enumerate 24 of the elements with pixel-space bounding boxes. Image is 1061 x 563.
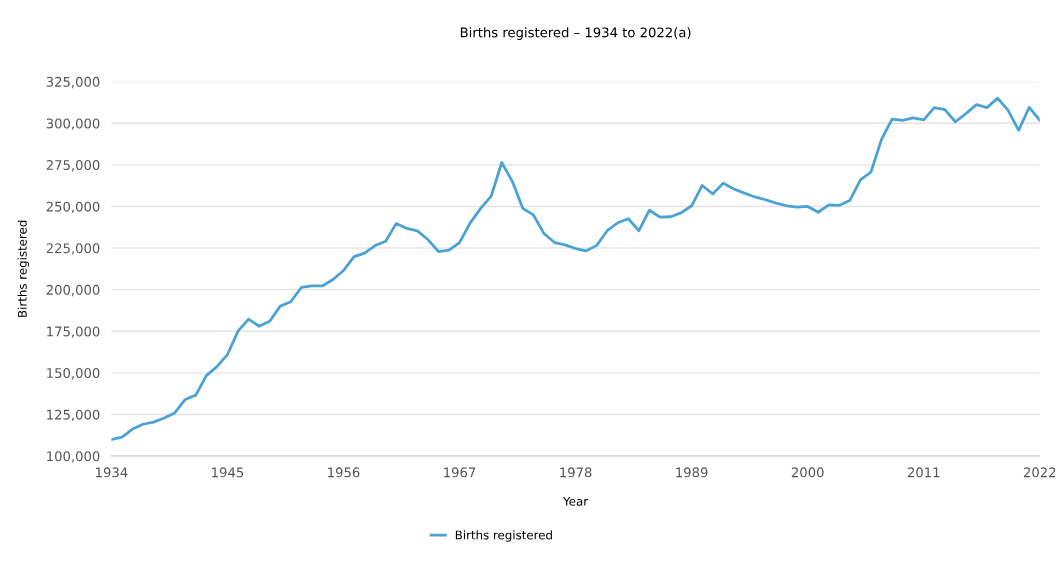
- y-tick-label: 150,000: [47, 368, 100, 380]
- y-tick-label: 200,000: [46, 284, 100, 297]
- y-axis-title: Births registered: [17, 220, 30, 317]
- x-tick-label: 2000: [791, 467, 824, 478]
- x-tick-label: 1967: [444, 467, 476, 478]
- x-tick-label: 1956: [328, 467, 360, 478]
- y-tick-label: 325,000: [46, 76, 100, 89]
- y-tick-label: 250,000: [46, 201, 100, 213]
- x-tick-label: 1945: [212, 467, 244, 478]
- legend-label: Births registered: [455, 530, 552, 542]
- x-tick-label: 2011: [907, 467, 940, 478]
- y-tick-label: 300,000: [46, 118, 100, 130]
- y-tick-label: 225,000: [46, 243, 100, 255]
- y-tick-label: 175,000: [47, 326, 100, 338]
- line-series: [111, 96, 1040, 441]
- x-tick-label: 2022: [1023, 467, 1056, 478]
- y-tick-label: 125,000: [47, 409, 100, 421]
- x-tick-label: 1934: [96, 467, 128, 478]
- x-axis-title: Year: [563, 496, 589, 506]
- x-tick-label: 1989: [676, 467, 708, 478]
- x-tick-label: 1978: [560, 467, 592, 478]
- y-tick-label: 100,000: [47, 451, 100, 463]
- y-tick-label: 275,000: [46, 160, 100, 172]
- chart-title: Births registered – 1934 to 2022(a): [460, 27, 691, 40]
